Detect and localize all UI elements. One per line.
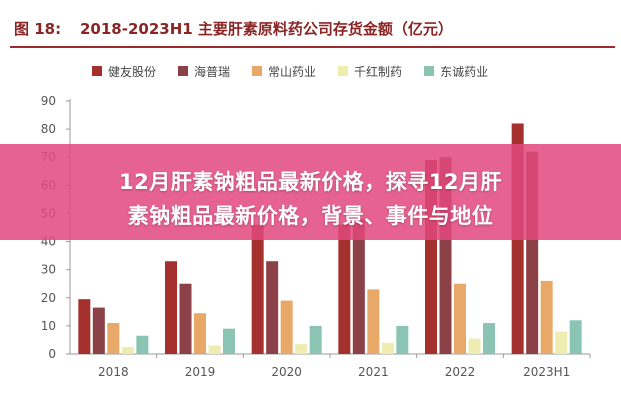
bar xyxy=(92,307,105,354)
bar xyxy=(396,325,409,354)
x-tick-label: 2020 xyxy=(271,365,302,379)
figure-number: 图 18: xyxy=(14,20,62,38)
bar xyxy=(136,335,149,354)
y-tick-label: 80 xyxy=(41,122,56,136)
legend-label-0: 健友股份 xyxy=(108,64,157,79)
legend-label-4: 东诚药业 xyxy=(440,64,489,79)
overlay-banner: 12月肝素钠粗品最新价格，探寻12月肝 素钠粗品最新价格，背景、事件与地位 xyxy=(0,144,621,240)
y-tick-label: 90 xyxy=(41,94,56,108)
legend-swatch-1 xyxy=(178,66,189,76)
legend-item-4: 东诚药业 xyxy=(424,63,488,80)
y-tick-label: 10 xyxy=(41,319,56,333)
bar xyxy=(338,224,351,354)
legend-item-2: 常山药业 xyxy=(252,63,316,80)
y-tick-label: 30 xyxy=(41,263,56,277)
bar xyxy=(194,313,206,354)
bar xyxy=(208,345,221,354)
legend-swatch-3 xyxy=(338,66,349,76)
bar xyxy=(223,328,235,354)
bar xyxy=(107,323,120,354)
overlay-title-line-2: 素钠粗品最新价格，背景、事件与地位 xyxy=(127,204,494,228)
x-tick-label: 2018 xyxy=(98,365,129,379)
x-tick-label: 2022 xyxy=(445,365,476,379)
bar xyxy=(179,283,192,354)
bar xyxy=(454,283,466,354)
legend-label-1: 海普瑞 xyxy=(194,64,231,79)
bar xyxy=(367,289,380,354)
bar xyxy=(280,300,293,354)
bar xyxy=(540,280,553,354)
bar xyxy=(309,325,322,354)
legend-swatch-2 xyxy=(252,66,263,76)
overlay-title-line-1: 12月肝素钠粗品最新价格，探寻12月肝 xyxy=(119,170,502,194)
chart-legend: 健友股份 海普瑞 常山药业 千红制药 东诚药业 xyxy=(92,62,510,80)
bar xyxy=(483,323,495,354)
y-tick-label: 0 xyxy=(48,347,56,361)
figure-title: 2018-2023H1 主要肝素原料药公司存货金额（亿元） xyxy=(80,20,453,38)
bar xyxy=(251,224,264,354)
legend-label-2: 常山药业 xyxy=(268,64,317,79)
bar xyxy=(295,344,308,354)
figure-header: 图 18: 2018-2023H1 主要肝素原料药公司存货金额（亿元） xyxy=(10,6,615,48)
bar xyxy=(121,346,134,354)
bar xyxy=(381,342,394,354)
legend-item-1: 海普瑞 xyxy=(178,63,230,80)
bar xyxy=(78,299,91,354)
bar xyxy=(468,338,481,354)
bar xyxy=(569,320,582,354)
bar xyxy=(266,261,279,354)
legend-item-3: 千红制药 xyxy=(338,63,402,80)
bar xyxy=(352,219,365,354)
x-tick-label: 2019 xyxy=(185,365,216,379)
y-tick-label: 20 xyxy=(41,291,56,305)
x-tick-label: 2023H1 xyxy=(523,365,570,379)
x-tick-label: 2021 xyxy=(358,365,389,379)
legend-item-0: 健友股份 xyxy=(92,63,156,80)
legend-swatch-4 xyxy=(424,66,435,76)
legend-swatch-0 xyxy=(92,66,102,76)
bar xyxy=(555,331,568,354)
legend-label-3: 千红制药 xyxy=(354,64,403,79)
bar xyxy=(165,261,177,354)
